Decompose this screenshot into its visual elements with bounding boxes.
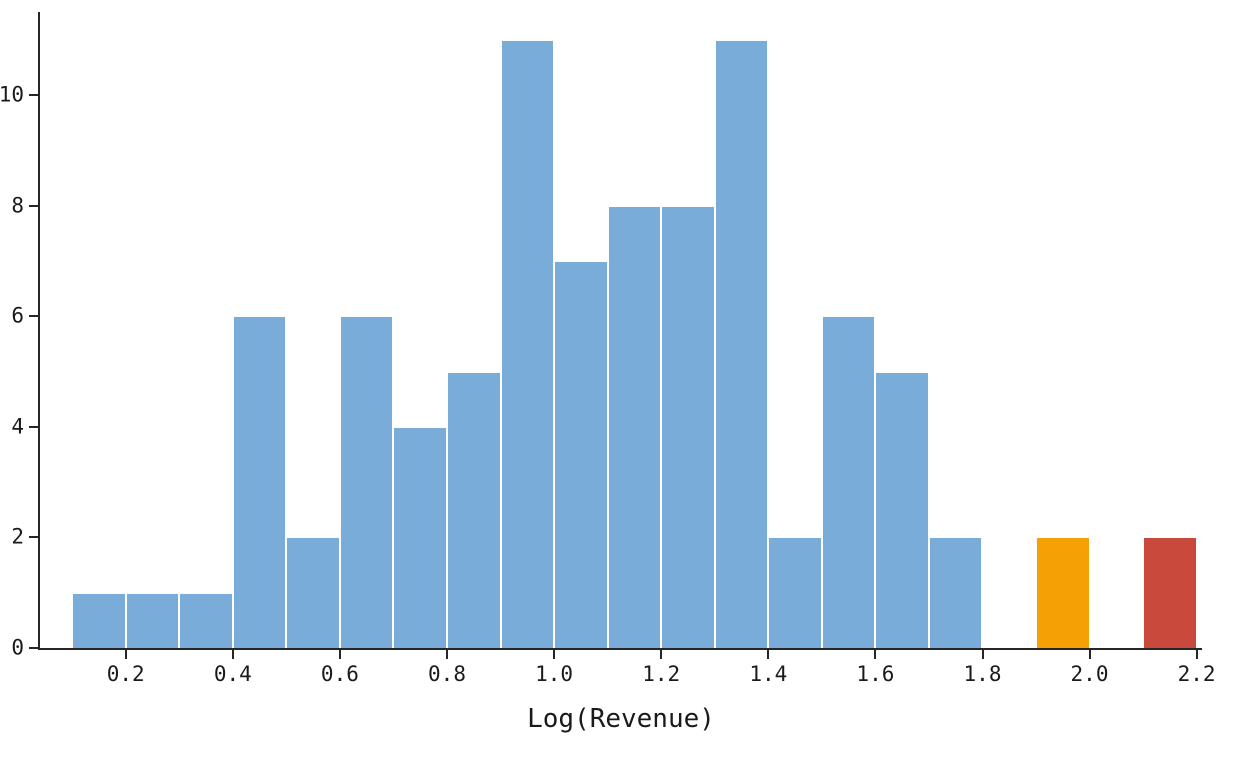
- x-tick-mark: [231, 650, 234, 659]
- histogram-bar: [768, 537, 822, 648]
- histogram-bar: [875, 371, 929, 648]
- y-tick-mark: [29, 315, 38, 318]
- x-tick-mark: [874, 650, 877, 659]
- x-tick-mark: [1195, 650, 1198, 659]
- x-tick-mark: [1088, 650, 1091, 659]
- y-ticks-layer: 0 2 4 6 8 10: [0, 12, 1202, 658]
- x-tick-mark: [767, 650, 770, 659]
- x-tick-label: 2.2: [1177, 662, 1216, 686]
- histogram-bar: [125, 592, 180, 648]
- x-tick-mark: [124, 650, 127, 659]
- x-tick-label: 0.8: [428, 662, 466, 686]
- y-tick-label: 6: [11, 303, 24, 328]
- x-tick-label: 1.6: [856, 662, 895, 686]
- x-tick-mark: [553, 650, 556, 659]
- histogram-bar: [232, 316, 287, 648]
- x-tick-label: 0.2: [106, 662, 145, 686]
- x-tick-mark: [981, 650, 984, 659]
- histogram-bar: [554, 260, 608, 648]
- histogram-bar: [286, 537, 340, 648]
- x-tick-mark: [338, 650, 341, 659]
- histogram-bar: [1036, 537, 1090, 648]
- x-tick-label: 0.4: [213, 662, 252, 686]
- x-tick-label: 1.2: [642, 662, 681, 686]
- y-tick-mark: [29, 204, 38, 207]
- x-tick-mark: [660, 650, 663, 659]
- histogram-bar: [661, 205, 715, 648]
- y-axis-line: [38, 12, 40, 648]
- histogram-bar: [714, 39, 769, 648]
- x-tick-mark: [446, 650, 448, 659]
- y-tick-mark: [29, 425, 38, 428]
- histogram-bar: [1143, 537, 1197, 648]
- y-tick-mark: [29, 94, 38, 96]
- y-tick-label: 8: [11, 193, 24, 218]
- y-tick-label: 2: [11, 524, 24, 549]
- histogram-bar: [500, 39, 554, 648]
- histogram-bar: [339, 316, 394, 648]
- x-tick-label: 1.0: [535, 662, 574, 686]
- y-tick-mark: [29, 647, 38, 649]
- x-tick-label: 2.0: [1070, 662, 1109, 686]
- y-tick-label: 4: [11, 414, 24, 439]
- histogram-bar: [928, 537, 983, 648]
- histogram-bar: [447, 371, 501, 648]
- y-tick-label: 10: [0, 82, 24, 107]
- x-ticks-layer: 0.2 0.4 0.6 0.8 1.0 1.2 1.4 1.6 1.8 2.0 2.2: [40, 12, 1216, 686]
- histogram-bar: [393, 426, 447, 648]
- y-tick-label: 0: [11, 635, 24, 660]
- y-tick-mark: [29, 536, 38, 539]
- histogram-bar: [179, 592, 233, 648]
- plot-area: 0.2 0.4 0.6 0.8 1.0 1.2 1.4 1.6 1.8 2.0 2.2 0 2 4 6 8 1…: [0, 12, 1216, 686]
- histogram-bar: [72, 592, 126, 648]
- x-tick-label: 0.6: [320, 662, 359, 686]
- x-axis-title: Log(Revenue): [527, 704, 715, 734]
- bars-layer: [40, 12, 1202, 648]
- x-tick-label: 1.4: [749, 662, 788, 686]
- x-axis-line: [38, 648, 1202, 650]
- x-tick-label: 1.8: [963, 662, 1002, 686]
- histogram-bar: [607, 205, 662, 648]
- histogram-bar: [821, 316, 876, 648]
